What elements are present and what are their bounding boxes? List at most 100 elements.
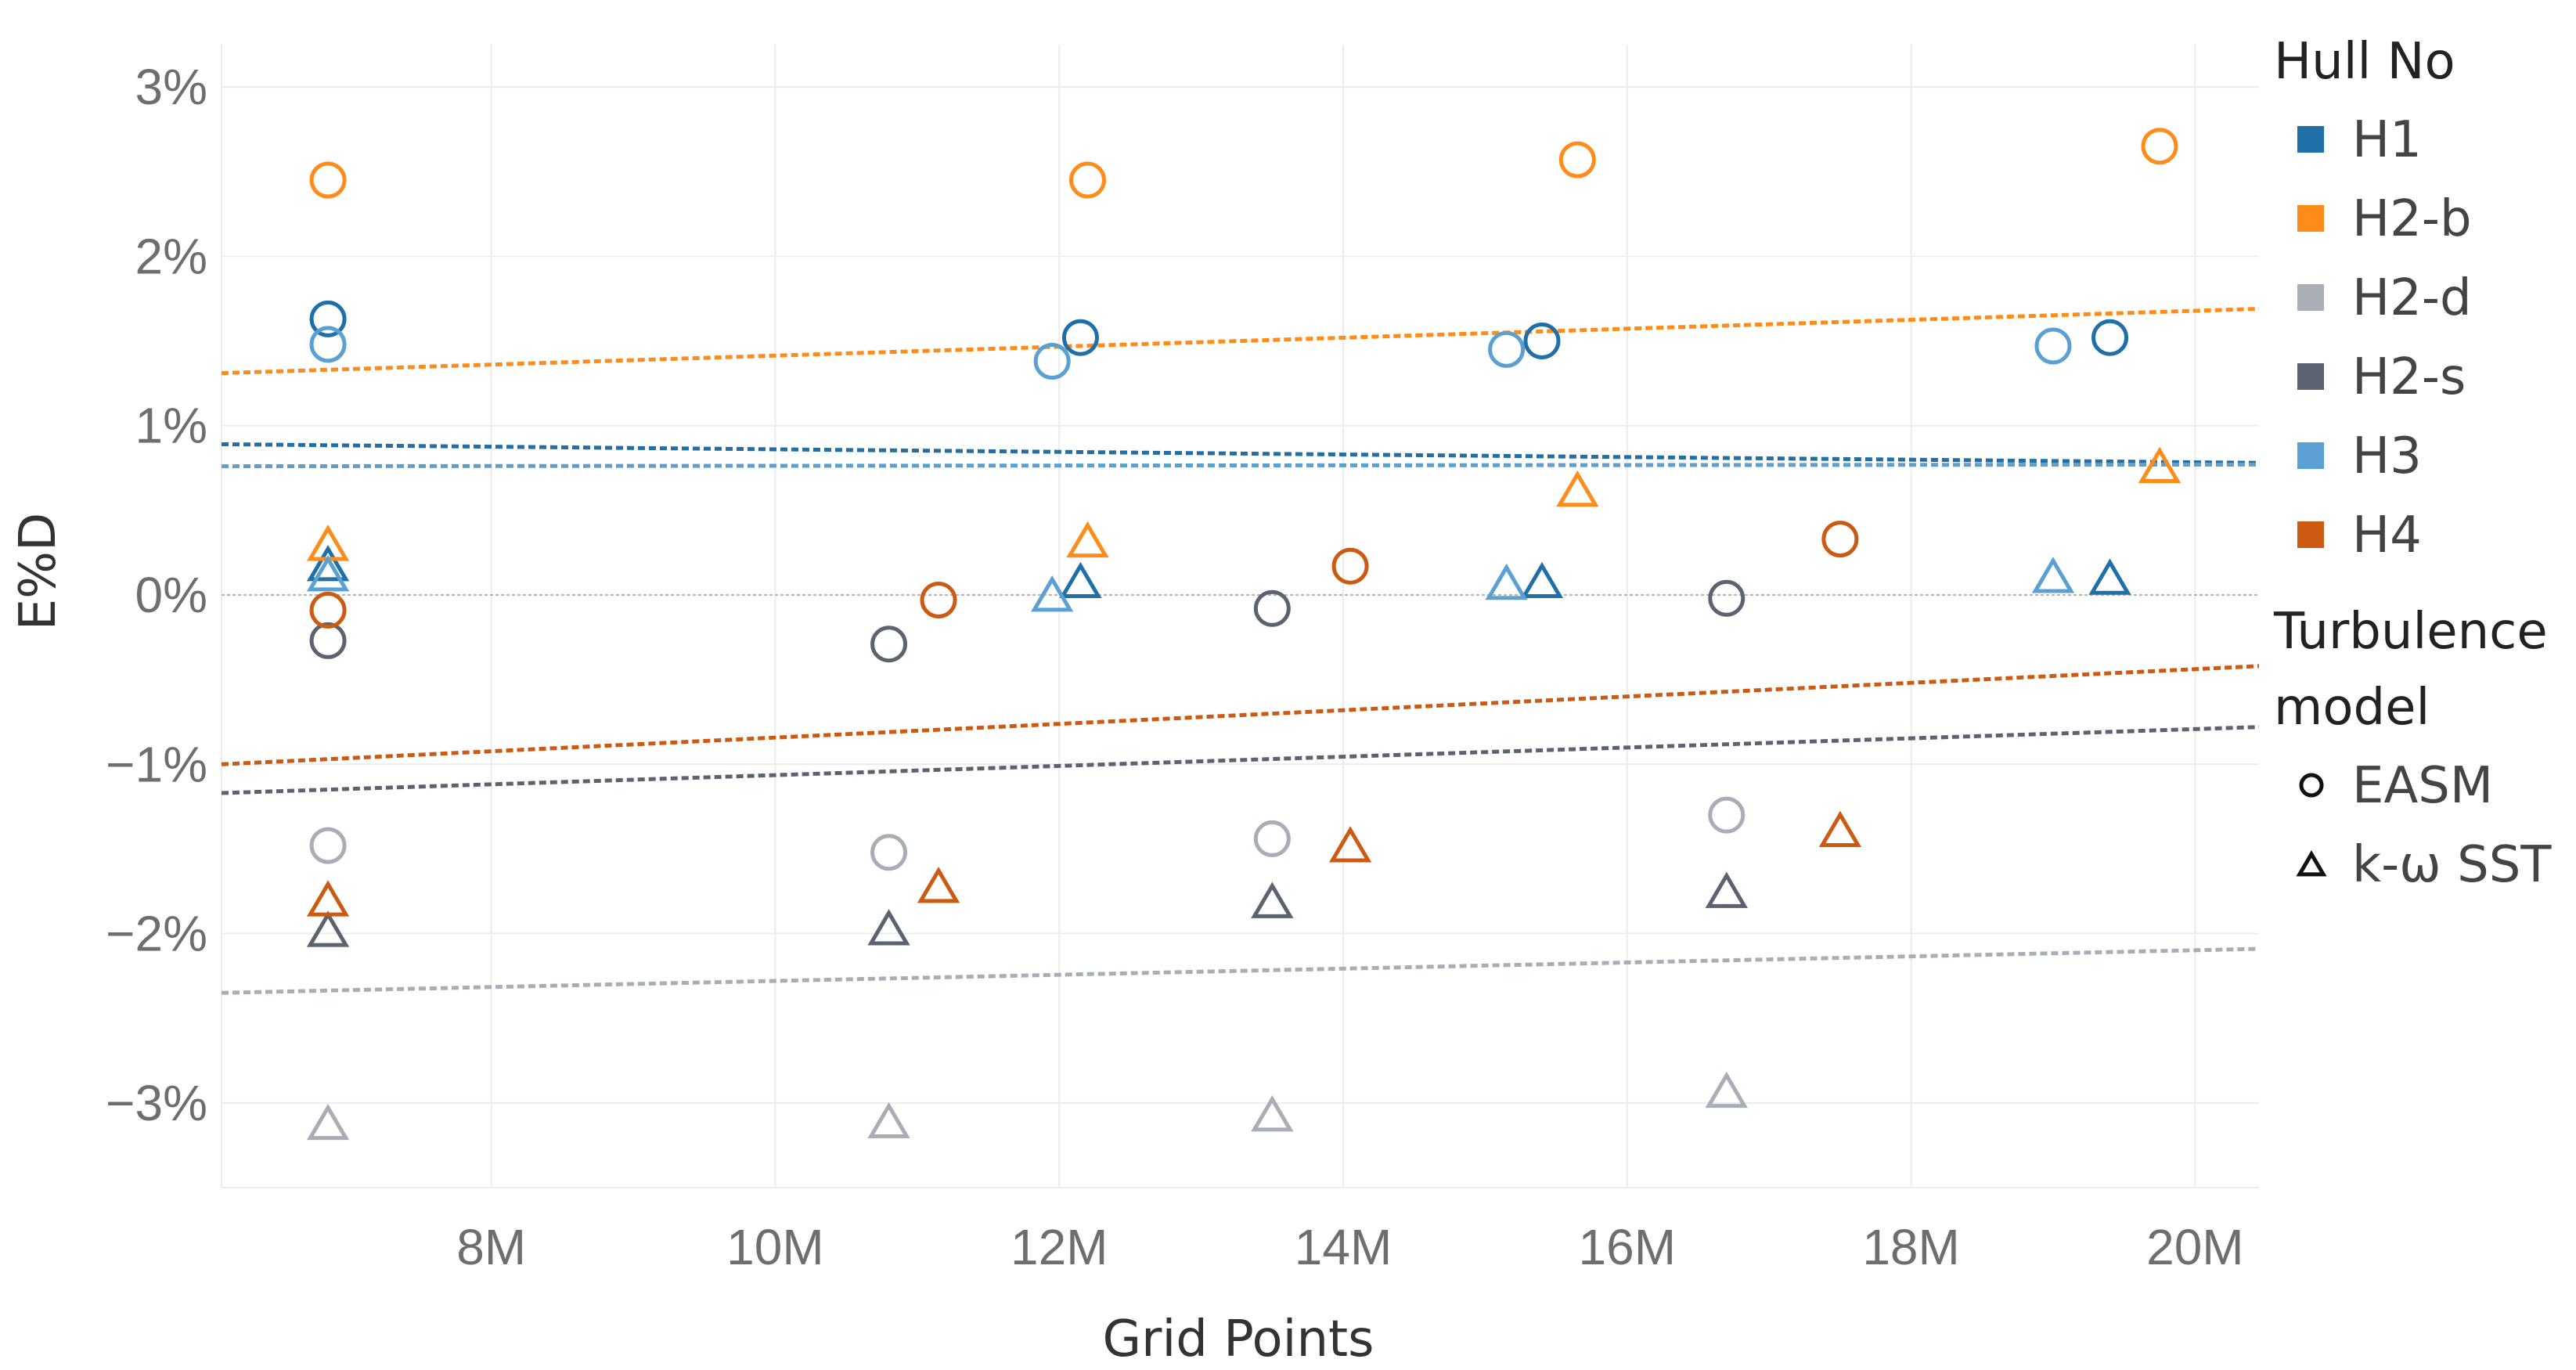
point-kwsst-h3 <box>1485 563 1528 600</box>
legend-item-h2-s: H2-s <box>2297 348 2466 406</box>
x-tick-label: 20M <box>2146 1219 2244 1275</box>
y-tick-label: −2% <box>106 906 207 962</box>
point-kwsst-h1 <box>1520 561 1564 599</box>
legend-label: H2-b <box>2352 190 2472 248</box>
legend-swatch <box>2297 205 2324 232</box>
y-tick-label: 2% <box>135 228 208 284</box>
legend-label: EASM <box>2352 757 2493 815</box>
point-easm-h2-d <box>870 834 908 871</box>
point-easm-h4 <box>1331 547 1369 585</box>
point-easm-h3 <box>1488 330 1526 368</box>
y-tick-label: −3% <box>106 1075 207 1131</box>
point-kwsst-h2-b <box>1556 470 1599 507</box>
legend-item-h4: H4 <box>2297 507 2422 564</box>
point-kwsst-h2-s <box>1251 881 1294 918</box>
point-kwsst-h2-b <box>306 525 350 561</box>
point-easm-h2-s <box>309 622 347 659</box>
legend-shape-title-line-2: model <box>2274 679 2430 737</box>
point-easm-h2-b <box>309 161 347 199</box>
legend-triangle-icon <box>2296 850 2327 877</box>
legend-label: H2-d <box>2352 269 2472 327</box>
point-kwsst-h3 <box>1030 575 1074 612</box>
point-kwsst-h1 <box>1059 561 1102 599</box>
trendline-h2-b <box>221 306 2260 376</box>
trendline-h4 <box>221 664 2260 766</box>
point-kwsst-h2-b <box>2138 446 2181 483</box>
point-easm-h2-b <box>1069 161 1107 199</box>
legend-item-circle: EASM <box>2299 757 2493 815</box>
point-easm-h1 <box>2091 319 2129 356</box>
legend-swatch <box>2297 442 2324 469</box>
point-easm-h3 <box>1033 342 1071 380</box>
point-kwsst-h4 <box>1818 810 1862 847</box>
legend: Hull No H1 H2-b H2-d H2-s H3 H4 Turbulence mo… <box>2273 33 2563 894</box>
point-kwsst-h4 <box>917 867 960 903</box>
legend-item-h3: H3 <box>2297 427 2422 485</box>
point-easm-h4 <box>1821 521 1859 558</box>
point-kwsst-h2-d <box>1705 1071 1748 1109</box>
point-kwsst-h2-b <box>1066 521 1109 558</box>
legend-item-h2-d: H2-d <box>2297 269 2472 327</box>
point-easm-h3 <box>2034 327 2072 365</box>
legend-label: k-ω SST <box>2352 836 2552 894</box>
x-axis-ticks: 8M 10M 12M 14M 16M 18M 20M <box>456 1219 2243 1275</box>
legend-swatch <box>2297 126 2324 153</box>
x-tick-label: 18M <box>1862 1219 1960 1275</box>
point-easm-h2-s <box>1253 589 1291 627</box>
point-easm-h4 <box>920 581 957 618</box>
point-kwsst-h4 <box>306 880 350 917</box>
point-kwsst-h3 <box>306 555 350 592</box>
legend-swatch <box>2297 363 2324 390</box>
point-kwsst-h2-d <box>1251 1095 1294 1132</box>
legend-item-h1: H1 <box>2297 111 2422 169</box>
legend-item-triangle: k-ω SST <box>2296 836 2552 894</box>
legend-shape-items: EASM k-ω SST <box>2296 757 2552 894</box>
point-kwsst-h1 <box>2088 558 2131 595</box>
gridlines <box>221 45 2259 1188</box>
x-tick-label: 12M <box>1011 1219 1108 1275</box>
point-easm-h1 <box>309 300 347 337</box>
legend-item-h2-b: H2-b <box>2297 190 2472 248</box>
point-kwsst-h2-s <box>867 909 910 946</box>
point-kwsst-h2-d <box>867 1101 910 1139</box>
x-axis-title: Grid Points <box>1103 1311 1374 1368</box>
point-easm-h2-s <box>1708 579 1746 617</box>
legend-swatch <box>2297 284 2324 311</box>
point-easm-h2-d <box>1708 796 1746 834</box>
y-axis-ticks: 3% 2% 1% 0% −1% −2% −3% <box>106 59 207 1131</box>
point-easm-h2-d <box>1253 820 1291 857</box>
point-easm-h1 <box>1061 319 1099 356</box>
trendlines <box>221 306 2260 995</box>
point-kwsst-h3 <box>2031 557 2075 593</box>
legend-circle-icon <box>2299 773 2324 798</box>
point-easm-h2-b <box>2141 128 2178 165</box>
legend-label: H3 <box>2352 427 2422 485</box>
y-tick-label: 1% <box>135 398 208 454</box>
point-kwsst-h1 <box>306 545 350 582</box>
x-tick-label: 16M <box>1579 1219 1677 1275</box>
trendline-h3 <box>221 462 2260 469</box>
legend-shape-title: Turbulence model <box>2273 603 2563 737</box>
point-easm-h1 <box>1523 323 1561 360</box>
legend-color-items: H1 H2-b H2-d H2-s H3 H4 <box>2297 111 2472 564</box>
y-tick-label: 3% <box>135 59 208 115</box>
point-easm-h4 <box>309 591 347 629</box>
legend-label: H1 <box>2352 111 2422 169</box>
legend-label: H4 <box>2352 507 2422 564</box>
legend-shape-title-line-1: Turbulence <box>2273 603 2548 661</box>
point-easm-h2-s <box>870 626 908 663</box>
y-tick-label: −1% <box>106 736 207 792</box>
trendline-h1 <box>221 442 2260 465</box>
point-kwsst-h4 <box>1328 826 1372 863</box>
point-easm-h2-b <box>1558 141 1596 178</box>
point-kwsst-h2-s <box>306 910 350 947</box>
x-tick-label: 8M <box>456 1219 526 1275</box>
y-tick-label: 0% <box>135 567 208 623</box>
y-axis-title: E%D <box>9 513 67 631</box>
legend-label: H2-s <box>2352 348 2466 406</box>
legend-swatch <box>2297 521 2324 548</box>
point-kwsst-h2-s <box>1705 871 1748 908</box>
x-tick-label: 10M <box>726 1219 824 1275</box>
trendline-h2-s <box>221 725 2260 795</box>
